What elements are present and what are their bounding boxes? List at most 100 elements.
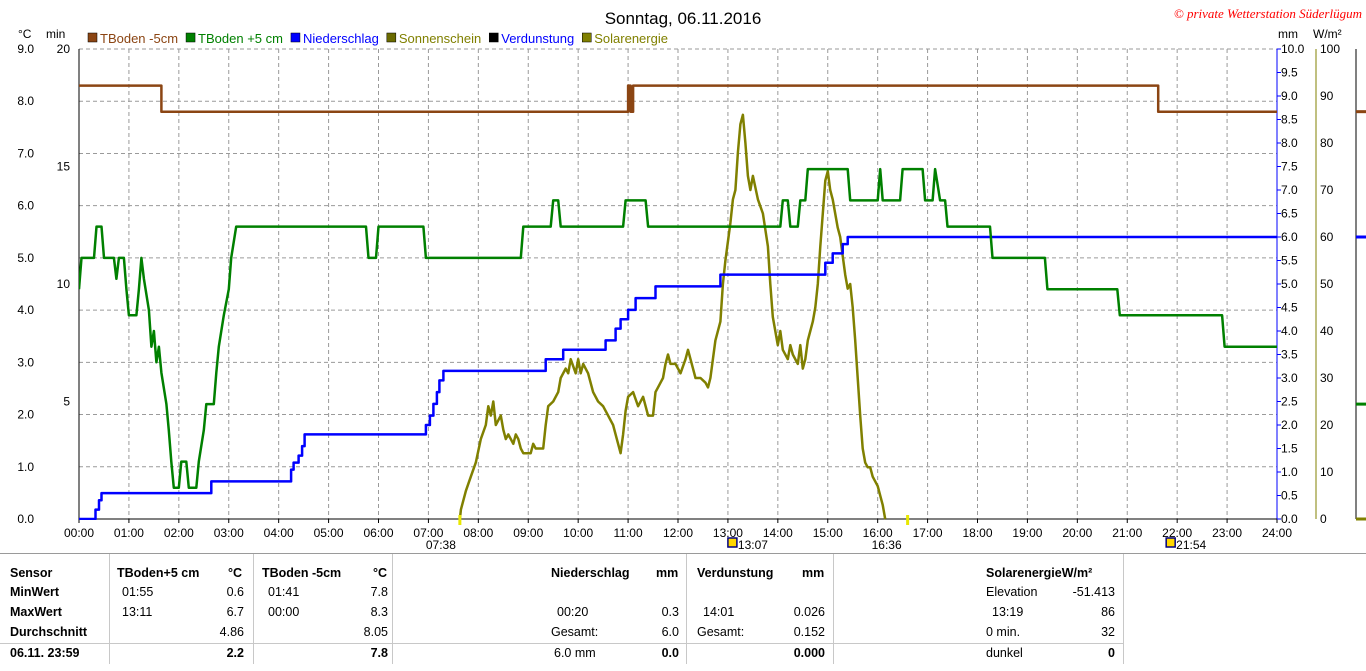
series-line-niederschlag: [79, 235, 1277, 520]
solar-title: SolarenergieW/m²: [986, 566, 1093, 580]
solar-max-time: 13:19: [992, 605, 1024, 619]
legend-swatch: [185, 32, 196, 43]
minutes-axis-unit: min: [46, 27, 65, 41]
series-line-tboden-5cm: [79, 84, 1277, 113]
mm-tick-label: 4.5: [1281, 301, 1298, 315]
x-tick-label: 14:00: [763, 526, 793, 540]
x-tick-label: 15:00: [813, 526, 843, 540]
legend: TBoden -5cm TBoden +5 cm Niederschlag Sonne…: [87, 31, 668, 46]
time-markers: 07:38 16:36 13:07 21:54: [426, 515, 1207, 552]
evap-max-time: 14:01: [703, 605, 735, 619]
row-label-sensor: Sensor: [10, 566, 53, 580]
x-tick-label: 12:00: [663, 526, 693, 540]
x-tick-label: 19:00: [1012, 526, 1042, 540]
x-tick-label: 06:00: [363, 526, 393, 540]
rain-total-value: 6.0: [661, 625, 679, 639]
mm-tick-label: 1.5: [1281, 442, 1298, 456]
legend-label: TBoden -5cm: [100, 31, 178, 46]
x-tick-label: 05:00: [314, 526, 344, 540]
mm-tick-label: 6.5: [1281, 207, 1298, 221]
x-tick-label: 18:00: [962, 526, 992, 540]
temp-tick-label: 4.0: [17, 303, 34, 317]
wm2-tick-label: 60: [1320, 230, 1334, 244]
mm-tick-label: 3.0: [1281, 371, 1298, 385]
tb5-max-value: 6.7: [226, 605, 244, 619]
mm-tick-label: 9.0: [1281, 89, 1298, 103]
tb5-average: 4.86: [219, 625, 244, 639]
x-tick-label: 02:00: [164, 526, 194, 540]
legend-label: Sonnenschein: [399, 31, 481, 46]
wm2-tick-label: 30: [1320, 371, 1334, 385]
legend-label: Niederschlag: [303, 31, 379, 46]
divider: [392, 554, 393, 664]
wm2-axis-unit: W/m²: [1313, 27, 1342, 41]
grid: [79, 48, 1277, 519]
solar-max-value: 86: [1101, 605, 1115, 619]
minutes-tick-label: 15: [57, 160, 71, 174]
divider: [1123, 554, 1124, 664]
tb5-min-value: 0.6: [226, 585, 244, 599]
tb5-min-time: 01:55: [122, 585, 154, 599]
mm-tick-label: 5.5: [1281, 254, 1298, 268]
legend-label: Solarenergie: [594, 31, 668, 46]
weather-chart: Sonntag, 06.11.2016 © private Wetterstat…: [17, 6, 1366, 552]
rain-max-time: 00:20: [557, 605, 589, 619]
rain-unit: mm: [656, 566, 679, 580]
tb5-title: TBoden+5 cm: [117, 566, 200, 580]
wm2-tick-label: 20: [1320, 418, 1334, 432]
solar-dark-label: dunkel: [986, 646, 1023, 660]
minutes-tick-label: 20: [57, 42, 71, 56]
temp-tick-label: 3.0: [17, 355, 34, 369]
rain-total-label: Gesamt:: [551, 625, 599, 639]
legend-swatch: [87, 32, 98, 43]
sunset-marker-label: 16:36: [872, 538, 902, 552]
divider: [833, 554, 834, 664]
legend-label: Verdunstung: [501, 31, 574, 46]
solar-elevation-label: Elevation: [986, 585, 1038, 599]
wm2-tick-label: 50: [1320, 277, 1334, 291]
moon-marker-label: 21:54: [1176, 538, 1206, 552]
mm-tick-label: 8.5: [1281, 113, 1298, 127]
tb5-max-time: 13:11: [122, 605, 153, 619]
temp-tick-label: 2.0: [17, 408, 34, 422]
x-tick-label: 17:00: [913, 526, 943, 540]
mm-tick-label: 4.0: [1281, 324, 1298, 338]
evap-current: 0.000: [793, 646, 825, 660]
x-tick-label: 07:00: [413, 526, 443, 540]
temp-tick-label: 5.0: [17, 251, 34, 265]
mm-tick-label: 0.5: [1281, 489, 1298, 503]
series-line-solarenergie: [458, 113, 887, 520]
legend-swatch: [290, 32, 301, 43]
divider: [109, 554, 110, 664]
legend-swatch: [386, 32, 397, 43]
temp-tick-label: 9.0: [17, 42, 34, 56]
evap-max-value: 0.026: [793, 605, 825, 619]
x-tick-label: 01:00: [114, 526, 144, 540]
mm-tick-label: 6.0: [1281, 230, 1298, 244]
wm2-tick-label: 80: [1320, 136, 1334, 150]
x-tick-label: 13:00: [713, 526, 743, 540]
mm-tick-label: 2.5: [1281, 395, 1298, 409]
row-label-min: MinWert: [10, 585, 60, 599]
series-lines: [79, 84, 1277, 520]
wm2-tick-label: 90: [1320, 89, 1334, 103]
legend-label: TBoden +5 cm: [198, 31, 283, 46]
x-tick-label: 16:00: [863, 526, 893, 540]
tbm5-average: 8.05: [363, 625, 388, 639]
mm-tick-label: 9.5: [1281, 66, 1298, 80]
temp-tick-label: 8.0: [17, 94, 34, 108]
solar-elevation-value: -51.413: [1072, 585, 1115, 599]
rain-max-value: 0.3: [661, 605, 679, 619]
evap-total-label: Gesamt:: [697, 625, 745, 639]
x-tick-label: 00:00: [64, 526, 94, 540]
mm-tick-label: 1.0: [1281, 465, 1298, 479]
legend-swatch: [488, 32, 499, 43]
chart-title: Sonntag, 06.11.2016: [605, 9, 762, 28]
x-tick-label: 24:00: [1262, 526, 1292, 540]
x-tick-label: 03:00: [214, 526, 244, 540]
axes: 00:00 01:00 02:00 03:00 04:00 05:00 06:00 07:00…: [17, 42, 1357, 540]
x-tick-label: 20:00: [1062, 526, 1092, 540]
divider: [0, 643, 1123, 644]
solar-noon-marker-label: 13:07: [738, 538, 768, 552]
series-line-tboden-5-cm: [79, 167, 1277, 489]
